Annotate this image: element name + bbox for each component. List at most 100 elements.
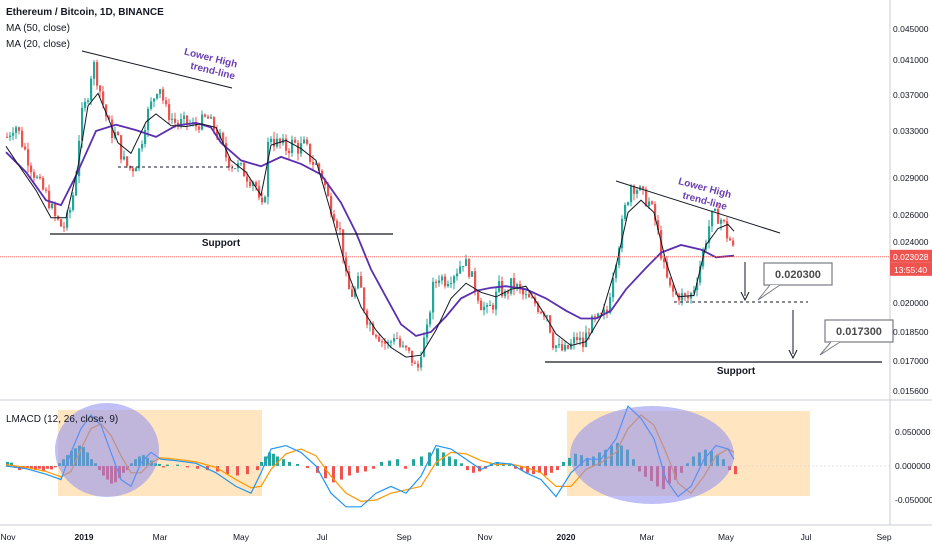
candle-body — [558, 344, 561, 346]
time-tick-label: Sep — [876, 532, 891, 542]
candle-body — [363, 287, 366, 311]
candle-body — [675, 291, 678, 295]
candle-body — [216, 129, 219, 138]
histogram-bar — [162, 466, 165, 468]
histogram-bar — [550, 466, 553, 473]
candle-body — [264, 196, 267, 203]
candle-body — [87, 100, 90, 102]
candle-body — [624, 204, 627, 219]
lmacd-ellipse-1 — [55, 403, 159, 497]
histogram-bar — [332, 466, 335, 483]
candle-body — [378, 336, 381, 342]
histogram-bar — [256, 466, 259, 471]
lower-high-trendline-2 — [615, 180, 781, 234]
time-tick-label: Jul — [317, 532, 328, 542]
candle-body — [474, 271, 477, 292]
candle-body — [123, 156, 126, 160]
candle-body — [717, 208, 720, 224]
price-tick-label: 0.029000 — [893, 173, 929, 183]
histogram-bar — [508, 464, 511, 466]
histogram-bar — [472, 466, 475, 473]
candle-body — [393, 338, 396, 342]
histogram-bar — [340, 466, 343, 480]
histogram-bar — [272, 453, 275, 466]
candle-body — [132, 168, 135, 172]
histogram-bar — [404, 466, 407, 469]
lmacd-tick-label: -0.050000 — [895, 495, 932, 505]
candle-body — [696, 282, 699, 291]
candle-body — [312, 161, 315, 165]
histogram-bar — [380, 461, 383, 466]
annotation-support-2: Support — [717, 366, 756, 377]
arrow-head-1 — [740, 291, 750, 302]
candle-body — [618, 248, 621, 266]
candle-body — [465, 259, 468, 267]
price-tick-label: 0.037000 — [893, 90, 929, 100]
candle-body — [12, 132, 15, 136]
candle-body — [375, 334, 378, 337]
candle-body — [477, 291, 480, 301]
lower-high-trendline-1 — [81, 50, 233, 89]
candle-body — [288, 150, 291, 153]
candle-body — [516, 283, 519, 289]
histogram-bar — [176, 464, 179, 466]
candle-body — [156, 93, 159, 99]
candle-body — [72, 195, 75, 210]
candle-body — [357, 276, 360, 289]
candle-body — [33, 172, 36, 178]
candle-body — [453, 276, 456, 283]
candle-body — [255, 182, 258, 187]
candle-body — [525, 294, 528, 296]
candle-body — [159, 89, 162, 94]
candle-body — [645, 189, 648, 207]
candle-body — [30, 165, 33, 173]
histogram-bar — [186, 466, 189, 468]
time-tick-label: Mar — [640, 532, 655, 542]
candle-body — [594, 316, 597, 318]
candle-body — [276, 138, 279, 147]
candle-body — [45, 189, 48, 191]
price-tick-label: 0.024000 — [893, 237, 929, 247]
candle-body — [432, 281, 435, 313]
candle-body — [480, 300, 483, 311]
histogram-bar — [562, 461, 565, 466]
candle-body — [714, 208, 717, 211]
countdown-badge-label: 13:55:40 — [894, 265, 927, 275]
histogram-bar — [276, 456, 279, 466]
candle-body — [684, 293, 687, 296]
lmacd-tick-label: 0.000000 — [895, 461, 931, 471]
arrow-head-2 — [788, 349, 798, 360]
candle-body — [234, 168, 237, 170]
candle-body — [243, 163, 246, 177]
candle-body — [141, 143, 144, 149]
candle-body — [222, 132, 225, 144]
candle-body — [327, 185, 330, 197]
candle-body — [342, 229, 345, 258]
candle-body — [609, 297, 612, 314]
candle-body — [492, 304, 495, 310]
candle-body — [621, 218, 624, 249]
histogram-bar — [260, 461, 263, 466]
callout-tail-1 — [757, 284, 781, 301]
candle-body — [438, 280, 441, 283]
candle-body — [405, 345, 408, 348]
candle-body — [519, 283, 522, 289]
candle-body — [444, 276, 447, 287]
candle-body — [366, 310, 369, 325]
candle-body — [435, 281, 438, 283]
candle-body — [633, 185, 636, 194]
callout-label-020300: 0.020300 — [775, 269, 821, 281]
histogram-bar — [556, 466, 559, 471]
candle-body — [732, 240, 735, 246]
candle-body — [162, 89, 165, 101]
candle-body — [84, 101, 87, 108]
histogram-bar — [6, 461, 9, 466]
candle-body — [9, 135, 12, 138]
annotation-support-1: Support — [202, 238, 241, 249]
candle-body — [672, 285, 675, 292]
candle-body — [294, 139, 297, 143]
candle-body — [369, 323, 372, 325]
candle-body — [246, 176, 249, 182]
candle-body — [24, 146, 27, 150]
